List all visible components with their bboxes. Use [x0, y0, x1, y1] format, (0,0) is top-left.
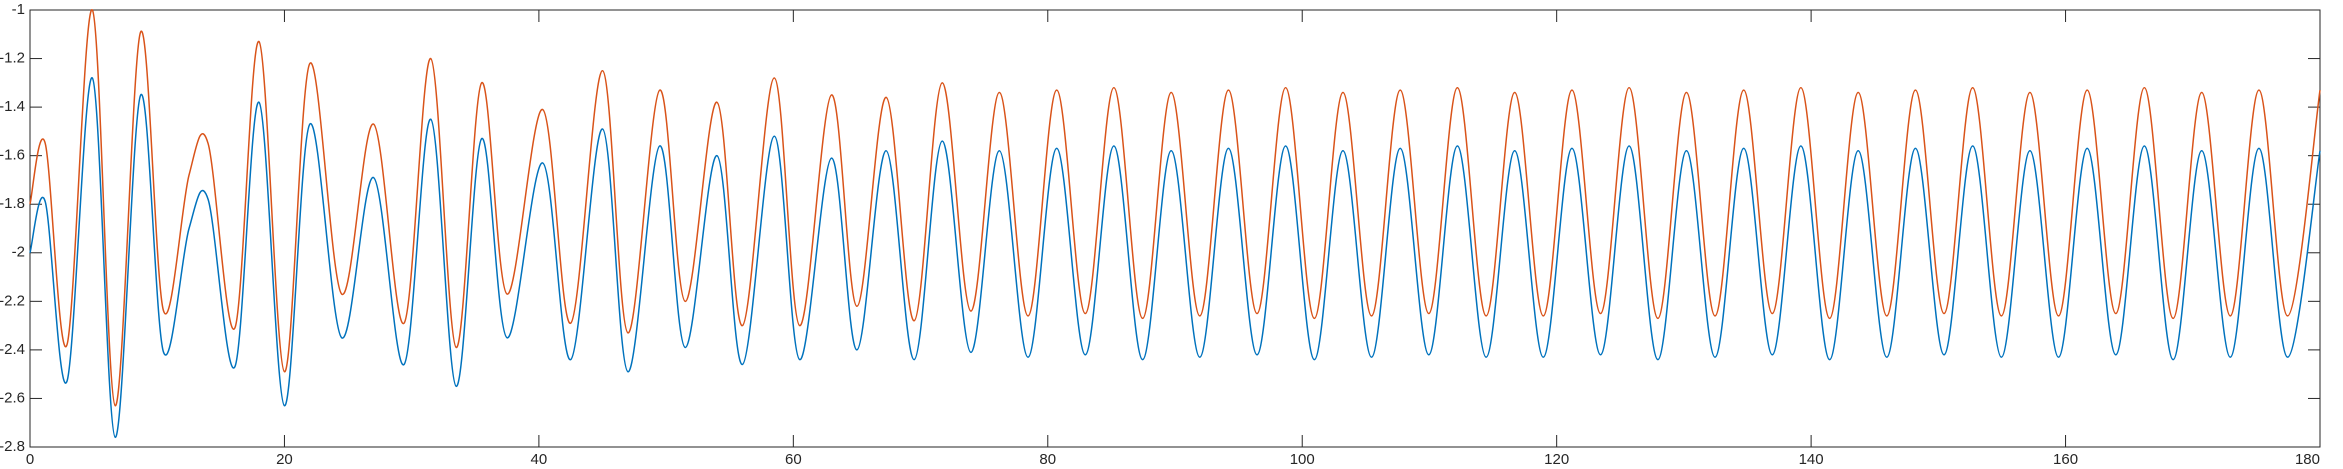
x-tick-label: 0 — [26, 451, 34, 468]
x-tick-label: 180 — [2295, 451, 2320, 468]
y-tick-label: -2.8 — [0, 438, 25, 455]
x-tick-label: 160 — [2053, 451, 2078, 468]
y-tick-label: -1.8 — [0, 195, 25, 212]
line-series — [29, 77, 2321, 439]
x-tick-label: 100 — [1290, 451, 1315, 468]
y-tick-label: -2.6 — [0, 389, 25, 406]
x-tick-label: 120 — [1544, 451, 1569, 468]
x-tick-label: 140 — [1799, 451, 1824, 468]
y-tick-label: -2.2 — [0, 292, 25, 309]
x-tick-label: 80 — [1039, 451, 1056, 468]
y-tick-label: -1 — [12, 1, 25, 18]
x-tick-label: 20 — [276, 451, 293, 468]
x-tick-label: 40 — [531, 451, 548, 468]
plot-frame — [29, 9, 2321, 448]
line-series — [29, 9, 2321, 407]
y-tick-label: -1.2 — [0, 50, 25, 67]
y-tick-label: -2.4 — [0, 341, 25, 358]
y-tick-label: -1.6 — [0, 147, 25, 164]
y-tick-label: -1.4 — [0, 98, 25, 115]
y-tick-label: -2 — [12, 244, 25, 261]
x-tick-label: 60 — [785, 451, 802, 468]
